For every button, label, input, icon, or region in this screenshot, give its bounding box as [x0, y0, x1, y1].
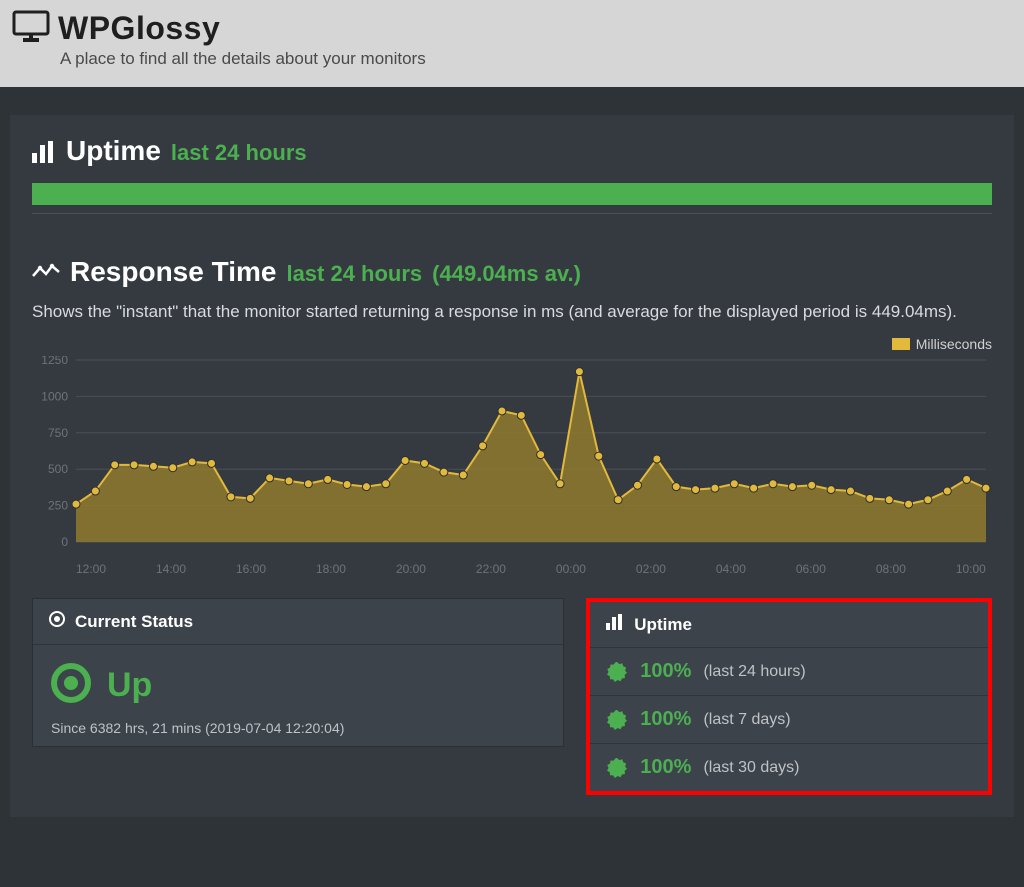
trend-icon: [32, 262, 60, 289]
response-subtitle: last 24 hours: [286, 261, 422, 287]
response-chart: 0 250 500 750 1000 1250: [32, 356, 992, 556]
uptime-card-title: Uptime: [634, 615, 692, 635]
x-tick-label: 22:00: [476, 562, 506, 576]
x-tick-label: 20:00: [396, 562, 426, 576]
legend-label: Milliseconds: [916, 336, 992, 352]
chart-x-axis: 12:00 14:00 16:00 18:00 20:00 22:00 00:00 02:00…: [76, 562, 986, 576]
uptime-row: 100% (last 24 hours): [590, 648, 988, 695]
x-tick-label: 04:00: [716, 562, 746, 576]
uptime-pct: 100%: [640, 756, 691, 779]
uptime-title: Uptime: [66, 135, 161, 167]
uptime-card: Uptime 100% (last 24 hours) 100% (last 7…: [586, 598, 992, 795]
uptime-bar: [32, 183, 992, 205]
uptime-period: (last 7 days): [703, 711, 790, 729]
x-tick-label: 18:00: [316, 562, 346, 576]
status-since: Since 6382 hrs, 21 mins (2019-07-04 12:2…: [51, 720, 545, 736]
x-tick-label: 10:00: [956, 562, 986, 576]
current-status-card: Current Status Up Since 6382 hrs, 21 min…: [32, 598, 564, 747]
svg-text:0: 0: [61, 535, 68, 549]
x-tick-label: 16:00: [236, 562, 266, 576]
seal-icon: [606, 709, 628, 731]
bars-icon: [606, 614, 624, 635]
uptime-period: (last 24 hours): [703, 663, 805, 681]
chart-legend: Milliseconds: [32, 336, 992, 352]
uptime-row: 100% (last 30 days): [590, 743, 988, 791]
main-panel: Uptime last 24 hours Response Time last …: [10, 115, 1014, 817]
response-section-header: Response Time last 24 hours (449.04ms av…: [32, 256, 992, 288]
status-card-title: Current Status: [75, 612, 193, 632]
response-description: Shows the "instant" that the monitor sta…: [32, 302, 992, 322]
bars-icon: [32, 141, 56, 168]
uptime-section-header: Uptime last 24 hours: [32, 135, 992, 167]
uptime-row: 100% (last 7 days): [590, 695, 988, 743]
uptime-period: (last 30 days): [703, 759, 799, 777]
page-header: WPGlossy A place to find all the details…: [0, 0, 1024, 87]
brand-tagline: A place to find all the details about yo…: [60, 49, 1012, 69]
x-tick-label: 14:00: [156, 562, 186, 576]
x-tick-label: 08:00: [876, 562, 906, 576]
svg-text:250: 250: [48, 499, 68, 513]
svg-text:1250: 1250: [41, 356, 68, 367]
response-title: Response Time: [70, 256, 276, 288]
svg-text:750: 750: [48, 426, 68, 440]
x-tick-label: 00:00: [556, 562, 586, 576]
uptime-subtitle: last 24 hours: [171, 140, 307, 166]
uptime-pct: 100%: [640, 708, 691, 731]
svg-text:500: 500: [48, 462, 68, 476]
response-avg: (449.04ms av.): [432, 261, 581, 287]
monitor-icon: [12, 10, 50, 44]
seal-icon: [606, 757, 628, 779]
brand-title: WPGlossy: [58, 10, 220, 47]
x-tick-label: 02:00: [636, 562, 666, 576]
uptime-pct: 100%: [640, 660, 691, 683]
status-up-icon: [51, 663, 91, 708]
x-tick-label: 06:00: [796, 562, 826, 576]
svg-text:1000: 1000: [41, 389, 68, 403]
divider: [32, 213, 992, 214]
record-icon: [49, 611, 65, 632]
x-tick-label: 12:00: [76, 562, 106, 576]
legend-swatch: [892, 338, 910, 350]
seal-icon: [606, 661, 628, 683]
status-value: Up: [107, 666, 152, 705]
